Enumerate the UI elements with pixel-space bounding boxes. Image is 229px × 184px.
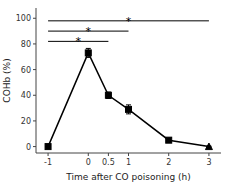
chart-container: -1 0 0.5 1 2 3 0 20 40 60 80 100 Time after CO poiso… bbox=[0, 0, 229, 184]
point bbox=[166, 137, 172, 143]
y-tick-label: 40 bbox=[21, 91, 31, 100]
plot-area bbox=[45, 48, 212, 149]
x-tick bbox=[208, 153, 209, 156]
point bbox=[126, 106, 132, 112]
y-tick-label: 0 bbox=[26, 143, 31, 152]
error-cap bbox=[126, 104, 131, 105]
y-tick-label: 60 bbox=[21, 66, 31, 75]
chart: -1 0 0.5 1 2 3 0 20 40 60 80 100 Time after CO poiso… bbox=[0, 0, 229, 184]
x-tick-label: -1 bbox=[44, 158, 52, 167]
x-tick bbox=[88, 153, 89, 156]
x-tick-label: 0 bbox=[86, 158, 91, 167]
error-bar bbox=[126, 105, 131, 114]
significance-label: * bbox=[126, 15, 132, 28]
point bbox=[105, 92, 111, 98]
x-tick-label: 2 bbox=[166, 158, 171, 167]
point bbox=[205, 143, 212, 150]
error-cap bbox=[86, 57, 91, 58]
y-axis bbox=[36, 8, 37, 153]
significance-label: * bbox=[86, 25, 92, 38]
error-cap bbox=[86, 48, 91, 49]
line bbox=[48, 53, 209, 147]
error-bar bbox=[106, 92, 111, 98]
y-tick-label: 80 bbox=[21, 40, 31, 49]
x-axis-label: Time after CO poisoning (h) bbox=[65, 172, 190, 182]
x-tick-label: 1 bbox=[126, 158, 131, 167]
y-tick bbox=[33, 69, 36, 70]
error-bar bbox=[86, 48, 91, 57]
y-tick bbox=[33, 18, 36, 19]
y-axis-label: COHb (%) bbox=[2, 58, 12, 102]
y-tick bbox=[33, 43, 36, 44]
x-tick bbox=[128, 153, 129, 156]
x-tick bbox=[168, 153, 169, 156]
x-tick-label: 0.5 bbox=[102, 158, 115, 167]
point bbox=[45, 144, 51, 150]
y-tick bbox=[33, 120, 36, 121]
point bbox=[85, 50, 91, 56]
significance-label: * bbox=[75, 35, 81, 48]
y-tick bbox=[33, 146, 36, 147]
x-tick bbox=[108, 153, 109, 156]
x-tick bbox=[48, 153, 49, 156]
y-tick bbox=[33, 95, 36, 96]
error-cap bbox=[126, 113, 131, 114]
y-tick-label: 20 bbox=[21, 117, 31, 126]
y-tick-label: 100 bbox=[16, 14, 31, 23]
x-tick-label: 3 bbox=[206, 158, 211, 167]
